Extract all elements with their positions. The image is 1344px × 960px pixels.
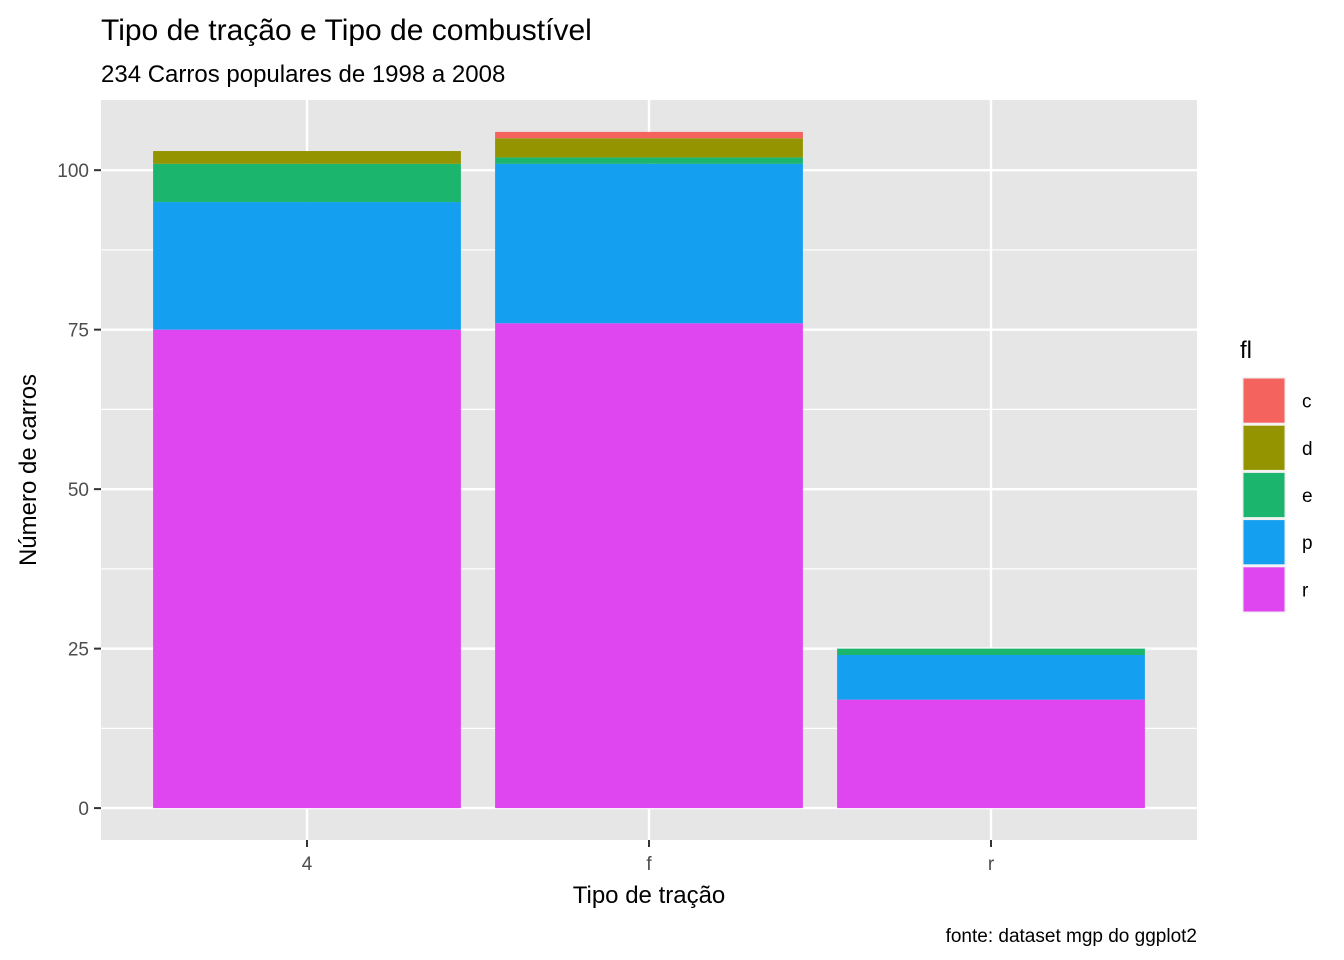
chart-subtitle: 234 Carros populares de 1998 a 2008 — [101, 61, 505, 88]
legend-label-p: p — [1302, 533, 1313, 554]
legend-swatch-r — [1243, 567, 1285, 612]
bar-segment-f-c — [495, 131, 803, 139]
chart-title: Tipo de tração e Tipo de combustível — [101, 14, 592, 47]
legend: fl c d e p r — [1240, 337, 1313, 613]
y-tick-label: 25 — [68, 640, 89, 661]
y-axis-title: Número de carros — [15, 374, 42, 566]
x-tick-label: r — [988, 854, 995, 875]
bar-segment-r-r — [837, 699, 1145, 809]
legend-label-d: d — [1302, 439, 1313, 460]
x-axis: 4 f r — [302, 840, 995, 875]
x-tick-label: f — [646, 854, 652, 875]
legend-swatch-d — [1243, 425, 1285, 470]
legend-swatch-p — [1243, 520, 1285, 565]
legend-swatch-c — [1243, 378, 1285, 423]
bars — [153, 131, 1145, 809]
bar-segment-4-e — [153, 163, 461, 203]
bar-segment-4-d — [153, 151, 461, 164]
legend-title: fl — [1240, 337, 1252, 364]
legend-label-c: c — [1302, 392, 1312, 413]
y-tick-label: 75 — [68, 321, 89, 342]
bar-segment-f-e — [495, 157, 803, 164]
x-axis-title: Tipo de tração — [573, 882, 726, 909]
bar-segment-f-r — [495, 323, 803, 809]
y-tick-label: 100 — [57, 161, 89, 182]
bar-segment-4-p — [153, 202, 461, 330]
bar-segment-r-p — [837, 655, 1145, 700]
bar-segment-r-e — [837, 648, 1145, 655]
legend-label-r: r — [1302, 580, 1309, 601]
bar-segment-4-r — [153, 329, 461, 809]
y-tick-label: 0 — [78, 799, 89, 820]
bar-segment-f-d — [495, 138, 803, 158]
legend-swatch-e — [1243, 472, 1285, 518]
x-tick-label: 4 — [302, 854, 313, 875]
bar-segment-f-p — [495, 163, 803, 324]
legend-label-e: e — [1302, 486, 1313, 507]
y-axis: 0 25 50 75 100 — [57, 161, 101, 820]
y-tick-label: 50 — [68, 480, 89, 501]
chart-caption: fonte: dataset mgp do ggplot2 — [946, 926, 1197, 947]
